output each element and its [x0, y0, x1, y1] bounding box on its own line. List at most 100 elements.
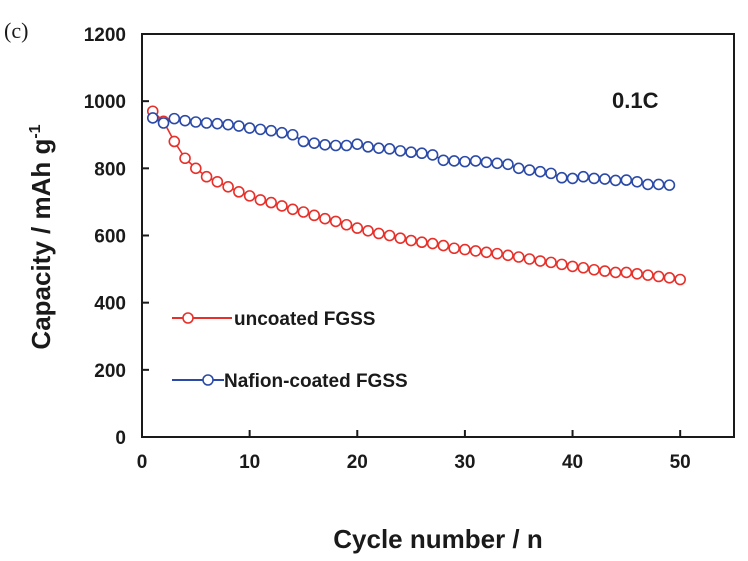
y-tick-label: 800	[94, 159, 126, 180]
series-layer	[146, 105, 686, 286]
data-point	[351, 138, 364, 150]
y-tick-label: 1000	[84, 92, 126, 113]
data-point	[437, 154, 450, 167]
data-point	[523, 164, 536, 176]
data-point	[523, 253, 536, 265]
data-point	[168, 112, 181, 125]
y-tick-label: 1200	[84, 25, 126, 46]
data-point	[286, 203, 299, 216]
x-tick-label: 20	[347, 452, 368, 473]
legend-label-uncoated: uncoated FGSS	[234, 309, 375, 330]
y-axis-label: Capacity / mAh g-1	[26, 124, 56, 349]
data-point	[555, 171, 568, 184]
data-point	[146, 112, 159, 124]
data-point	[491, 247, 504, 260]
data-point	[459, 243, 471, 256]
x-tick-label: 10	[239, 452, 260, 473]
panel-label: (c)	[4, 18, 28, 43]
data-point	[362, 224, 374, 237]
data-point	[254, 123, 267, 136]
y-tick-label: 600	[94, 227, 126, 248]
data-point	[577, 261, 590, 274]
data-point	[599, 265, 611, 277]
legend: uncoated FGSS Nafion-coated FGSS	[172, 309, 408, 392]
data-point	[362, 141, 374, 153]
y-axis-label-sup: -1	[27, 124, 44, 138]
data-point	[566, 172, 579, 185]
axis-ticks	[141, 33, 682, 438]
data-point	[480, 156, 493, 169]
data-point	[469, 245, 482, 257]
data-point	[243, 122, 256, 134]
data-point	[233, 120, 245, 132]
data-point	[211, 175, 224, 188]
data-point	[620, 174, 633, 186]
data-point	[588, 172, 600, 185]
series-nafion	[146, 112, 676, 191]
data-point	[329, 215, 342, 228]
data-point	[642, 178, 654, 191]
data-point	[372, 142, 385, 154]
x-tick-label: 50	[670, 452, 691, 473]
data-point	[190, 162, 202, 175]
data-point	[179, 114, 191, 127]
y-tick-label: 0	[115, 428, 126, 449]
data-point	[416, 147, 428, 160]
data-point	[190, 116, 202, 128]
data-point	[663, 179, 676, 191]
x-tick-label: 30	[454, 452, 475, 473]
y-axis-label-main: Capacity / mAh g	[26, 139, 56, 350]
data-point	[534, 165, 547, 178]
series-line	[152, 110, 681, 281]
series-uncoated	[146, 105, 686, 286]
data-point	[609, 266, 622, 279]
data-point	[674, 273, 686, 286]
data-point	[157, 117, 170, 129]
legend-marker-nafion	[202, 374, 214, 386]
data-point	[545, 167, 557, 180]
data-point	[329, 139, 342, 152]
data-point	[502, 158, 514, 171]
data-point	[534, 255, 547, 267]
data-point	[631, 175, 643, 188]
rate-annotation: 0.1C	[612, 88, 659, 113]
data-point	[491, 157, 504, 170]
data-point	[297, 206, 310, 218]
data-point	[372, 227, 385, 240]
data-point	[200, 117, 213, 129]
data-point	[512, 162, 525, 175]
data-point	[426, 149, 439, 161]
legend-label-nafion: Nafion-coated FGSS	[224, 371, 408, 392]
data-point	[448, 155, 460, 167]
data-point	[222, 118, 234, 131]
data-point	[459, 155, 471, 168]
data-point	[168, 135, 181, 148]
data-point	[405, 234, 417, 247]
data-point	[340, 139, 353, 152]
data-point	[663, 272, 676, 284]
data-point	[383, 229, 396, 242]
y-tick-label: 400	[94, 294, 126, 315]
data-point	[448, 242, 460, 255]
data-point	[480, 246, 493, 259]
data-point	[394, 232, 407, 244]
data-point	[276, 200, 288, 212]
data-point	[642, 269, 654, 281]
data-point	[297, 135, 310, 148]
y-tick-label: 200	[94, 361, 126, 382]
data-point	[545, 256, 557, 269]
data-point	[502, 249, 514, 262]
data-point	[620, 266, 633, 279]
data-point	[588, 263, 600, 276]
data-point	[265, 196, 277, 209]
tick-labels: 0 10 20 30 40 50 0 200 400 600 800 1000 1200	[84, 25, 691, 473]
data-point	[319, 212, 331, 225]
x-tick-label: 40	[562, 452, 583, 473]
data-point	[265, 124, 277, 137]
data-point	[211, 117, 224, 130]
data-point	[555, 258, 568, 271]
data-point	[599, 173, 611, 185]
data-point	[469, 155, 482, 167]
data-point	[319, 139, 331, 151]
data-point	[652, 270, 665, 283]
